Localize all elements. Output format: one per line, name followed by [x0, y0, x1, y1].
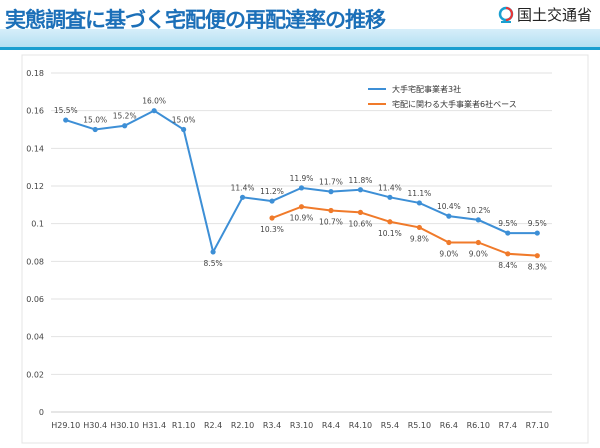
data-label: 11.7%: [319, 178, 343, 187]
x-tick-label: R5.10: [408, 421, 431, 430]
data-label: 15.5%: [54, 106, 78, 115]
data-label: 11.4%: [378, 183, 402, 192]
data-point: [269, 215, 275, 221]
data-label: 8.3%: [528, 263, 547, 272]
data-point: [328, 207, 334, 214]
data-label: 11.9%: [290, 174, 314, 183]
data-point: [151, 108, 157, 114]
x-tick-label: R6.10: [467, 421, 490, 430]
x-tick-label: R2.4: [204, 421, 222, 430]
y-tick-label: 0.14: [26, 144, 44, 153]
data-label: 8.5%: [204, 259, 223, 268]
data-label: 9.8%: [410, 234, 429, 243]
y-tick-label: 0.18: [26, 69, 44, 78]
data-point: [446, 239, 452, 246]
data-label: 11.2%: [260, 187, 284, 196]
x-tick-label: R5.4: [381, 421, 399, 430]
data-label: 10.4%: [437, 202, 461, 211]
data-point: [357, 209, 364, 215]
data-point: [505, 251, 511, 257]
data-point: [534, 230, 540, 236]
data-label: 16.0%: [142, 97, 166, 106]
data-label: 10.3%: [260, 225, 284, 234]
header-divider: [0, 47, 600, 50]
x-tick-label: R4.10: [349, 421, 372, 430]
data-point: [357, 187, 364, 193]
y-tick-label: 0.16: [26, 107, 44, 116]
y-tick-label: 0.1: [31, 220, 44, 229]
x-tick-label: R4.4: [322, 421, 340, 430]
x-tick-label: R2.10: [231, 421, 254, 430]
y-tick-label: 0.02: [26, 370, 44, 379]
data-point: [239, 194, 246, 200]
data-point: [534, 253, 540, 259]
data-label: 9.0%: [469, 250, 488, 259]
ministry-name: 国土交通省: [517, 6, 593, 24]
data-label: 9.5%: [498, 219, 517, 228]
data-label: 10.6%: [349, 219, 373, 228]
x-tick-label: R7.10: [526, 421, 549, 430]
data-label: 9.0%: [439, 250, 458, 259]
x-tick-label: R6.4: [440, 421, 458, 430]
y-tick-label: 0.08: [26, 257, 44, 266]
x-tick-label: H30.10: [110, 421, 139, 430]
data-point: [122, 123, 128, 129]
x-tick-label: H30.4: [83, 421, 107, 430]
x-tick-label: R1.10: [172, 421, 195, 430]
data-point: [298, 204, 305, 210]
header-band: [0, 29, 600, 47]
data-point: [475, 217, 481, 223]
chart-frame: [21, 54, 589, 444]
data-point: [505, 230, 511, 236]
y-tick-label: 0: [39, 408, 44, 417]
mlit-logo-icon: [498, 6, 514, 23]
data-label: 15.2%: [113, 112, 137, 121]
data-label: 11.8%: [349, 176, 373, 185]
data-label: 9.5%: [528, 219, 547, 228]
data-label: 10.2%: [466, 206, 490, 215]
data-label: 10.9%: [290, 214, 314, 223]
y-tick-label: 0.06: [26, 295, 44, 304]
data-label: 11.4%: [231, 183, 255, 192]
data-point: [387, 194, 393, 200]
data-point: [210, 249, 216, 255]
data-point: [269, 198, 275, 204]
x-tick-label: H29.10: [51, 421, 80, 430]
data-point: [92, 126, 98, 133]
data-point: [298, 185, 305, 191]
data-point: [387, 219, 393, 225]
ministry-logo: 国土交通省: [498, 4, 592, 25]
x-tick-label: R3.4: [263, 421, 281, 430]
legend-label: 大手宅配事業者3社: [392, 84, 461, 94]
x-tick-label: R7.4: [499, 421, 517, 430]
y-tick-label: 0.12: [26, 182, 44, 191]
data-label: 8.4%: [498, 261, 517, 270]
data-label: 11.1%: [407, 189, 431, 198]
data-label: 10.7%: [319, 217, 343, 226]
data-label: 10.1%: [378, 229, 402, 238]
y-tick-label: 0.04: [26, 333, 44, 342]
legend-label: 宅配に関わる大手事業者6社ベース: [392, 99, 517, 109]
x-tick-label: R3.10: [290, 421, 313, 430]
data-label: 15.0%: [83, 116, 107, 125]
data-point: [181, 126, 187, 133]
data-point: [446, 213, 452, 219]
page-title: 実態調査に基づく宅配便の再配達率の推移: [5, 8, 386, 32]
series-line: [271, 205, 538, 257]
data-point: [328, 189, 334, 195]
data-point: [63, 117, 69, 123]
data-point: [416, 224, 422, 231]
x-tick-label: H31.4: [142, 421, 166, 430]
data-point: [475, 239, 481, 246]
data-label: 15.0%: [172, 116, 196, 125]
data-point: [416, 200, 422, 206]
